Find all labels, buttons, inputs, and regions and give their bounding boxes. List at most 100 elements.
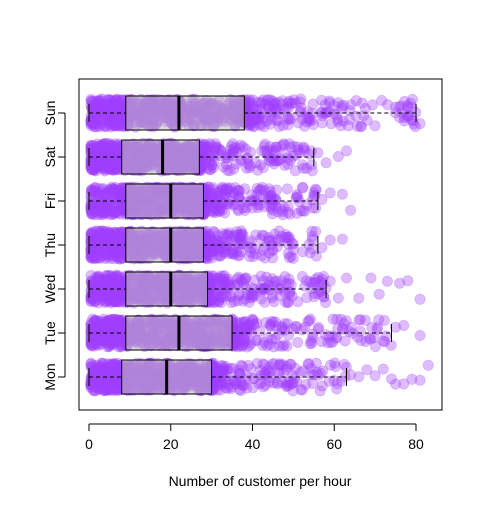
box-iqr	[126, 272, 208, 306]
data-point	[307, 226, 317, 236]
data-point	[108, 159, 118, 169]
x-tick-label: 20	[163, 436, 179, 452]
data-point	[238, 203, 248, 213]
data-point	[236, 360, 246, 370]
box-iqr	[126, 184, 204, 218]
data-point	[305, 339, 315, 349]
data-point	[282, 184, 292, 194]
data-point	[234, 232, 244, 242]
outlier-point	[341, 273, 351, 283]
data-point	[295, 367, 305, 377]
data-point	[269, 358, 279, 368]
outlier-point	[382, 276, 392, 286]
data-point	[110, 280, 120, 290]
data-point	[214, 296, 224, 306]
data-point	[215, 204, 225, 214]
data-point	[328, 314, 338, 324]
data-point	[86, 379, 96, 389]
data-point	[282, 378, 292, 388]
data-point	[109, 315, 119, 325]
data-point	[255, 326, 265, 336]
data-point	[298, 247, 308, 257]
outlier-point	[337, 234, 347, 244]
data-point	[88, 227, 98, 237]
box-iqr	[126, 228, 204, 262]
data-point	[344, 326, 354, 336]
data-point	[260, 253, 270, 263]
data-point	[316, 107, 326, 117]
data-point	[260, 139, 270, 149]
x-tick-label: 0	[85, 436, 93, 452]
data-point	[317, 336, 327, 346]
data-point	[283, 114, 293, 124]
data-point	[295, 107, 305, 117]
data-point	[214, 273, 224, 283]
data-point	[278, 210, 288, 220]
data-point	[285, 98, 295, 108]
data-point	[224, 187, 234, 197]
data-point	[92, 188, 102, 198]
data-point	[230, 142, 240, 152]
data-point	[104, 250, 114, 260]
data-point	[229, 296, 239, 306]
x-tick-label: 40	[245, 436, 261, 452]
data-point	[106, 334, 116, 344]
data-point	[91, 315, 101, 325]
outlier-point	[325, 188, 335, 198]
outlier-point	[378, 364, 388, 374]
data-point	[91, 118, 101, 128]
data-point	[379, 315, 389, 325]
data-point	[297, 271, 307, 281]
data-point	[86, 251, 96, 261]
data-point	[341, 316, 351, 326]
data-point	[313, 272, 323, 282]
data-point	[251, 336, 261, 346]
data-point	[241, 374, 251, 384]
data-point	[293, 337, 303, 347]
data-point	[320, 297, 330, 307]
data-point	[304, 316, 314, 326]
data-point	[266, 203, 276, 213]
outlier-point	[321, 158, 331, 168]
data-point	[304, 149, 314, 159]
data-point	[226, 248, 236, 258]
data-point	[351, 95, 361, 105]
data-point	[229, 164, 239, 174]
data-point	[92, 364, 102, 374]
data-point	[287, 323, 297, 333]
outlier-point	[333, 293, 343, 303]
outlier-point	[337, 189, 347, 199]
outlier-point	[423, 360, 433, 370]
data-point	[301, 379, 311, 389]
outlier-point	[325, 235, 335, 245]
data-point	[106, 111, 116, 121]
data-point	[265, 321, 275, 331]
data-point	[297, 160, 307, 170]
data-point	[308, 203, 318, 213]
outlier-point	[415, 375, 425, 385]
data-point	[276, 231, 286, 241]
data-point	[283, 248, 293, 258]
data-point	[277, 325, 287, 335]
data-point	[263, 191, 273, 201]
data-point	[298, 206, 308, 216]
outlier-point	[403, 276, 413, 286]
data-point	[366, 334, 376, 344]
data-point	[247, 314, 257, 324]
data-point	[407, 94, 417, 104]
data-point	[242, 154, 252, 164]
data-point	[280, 287, 290, 297]
outlier-point	[366, 273, 376, 283]
outlier-point	[399, 320, 409, 330]
outlier-point	[341, 146, 351, 156]
data-point	[258, 359, 268, 369]
data-point	[112, 227, 122, 237]
data-point	[262, 341, 272, 351]
data-point	[103, 95, 113, 105]
data-point	[324, 376, 334, 386]
data-point	[381, 331, 391, 341]
data-point	[279, 368, 289, 378]
data-point	[308, 119, 318, 129]
